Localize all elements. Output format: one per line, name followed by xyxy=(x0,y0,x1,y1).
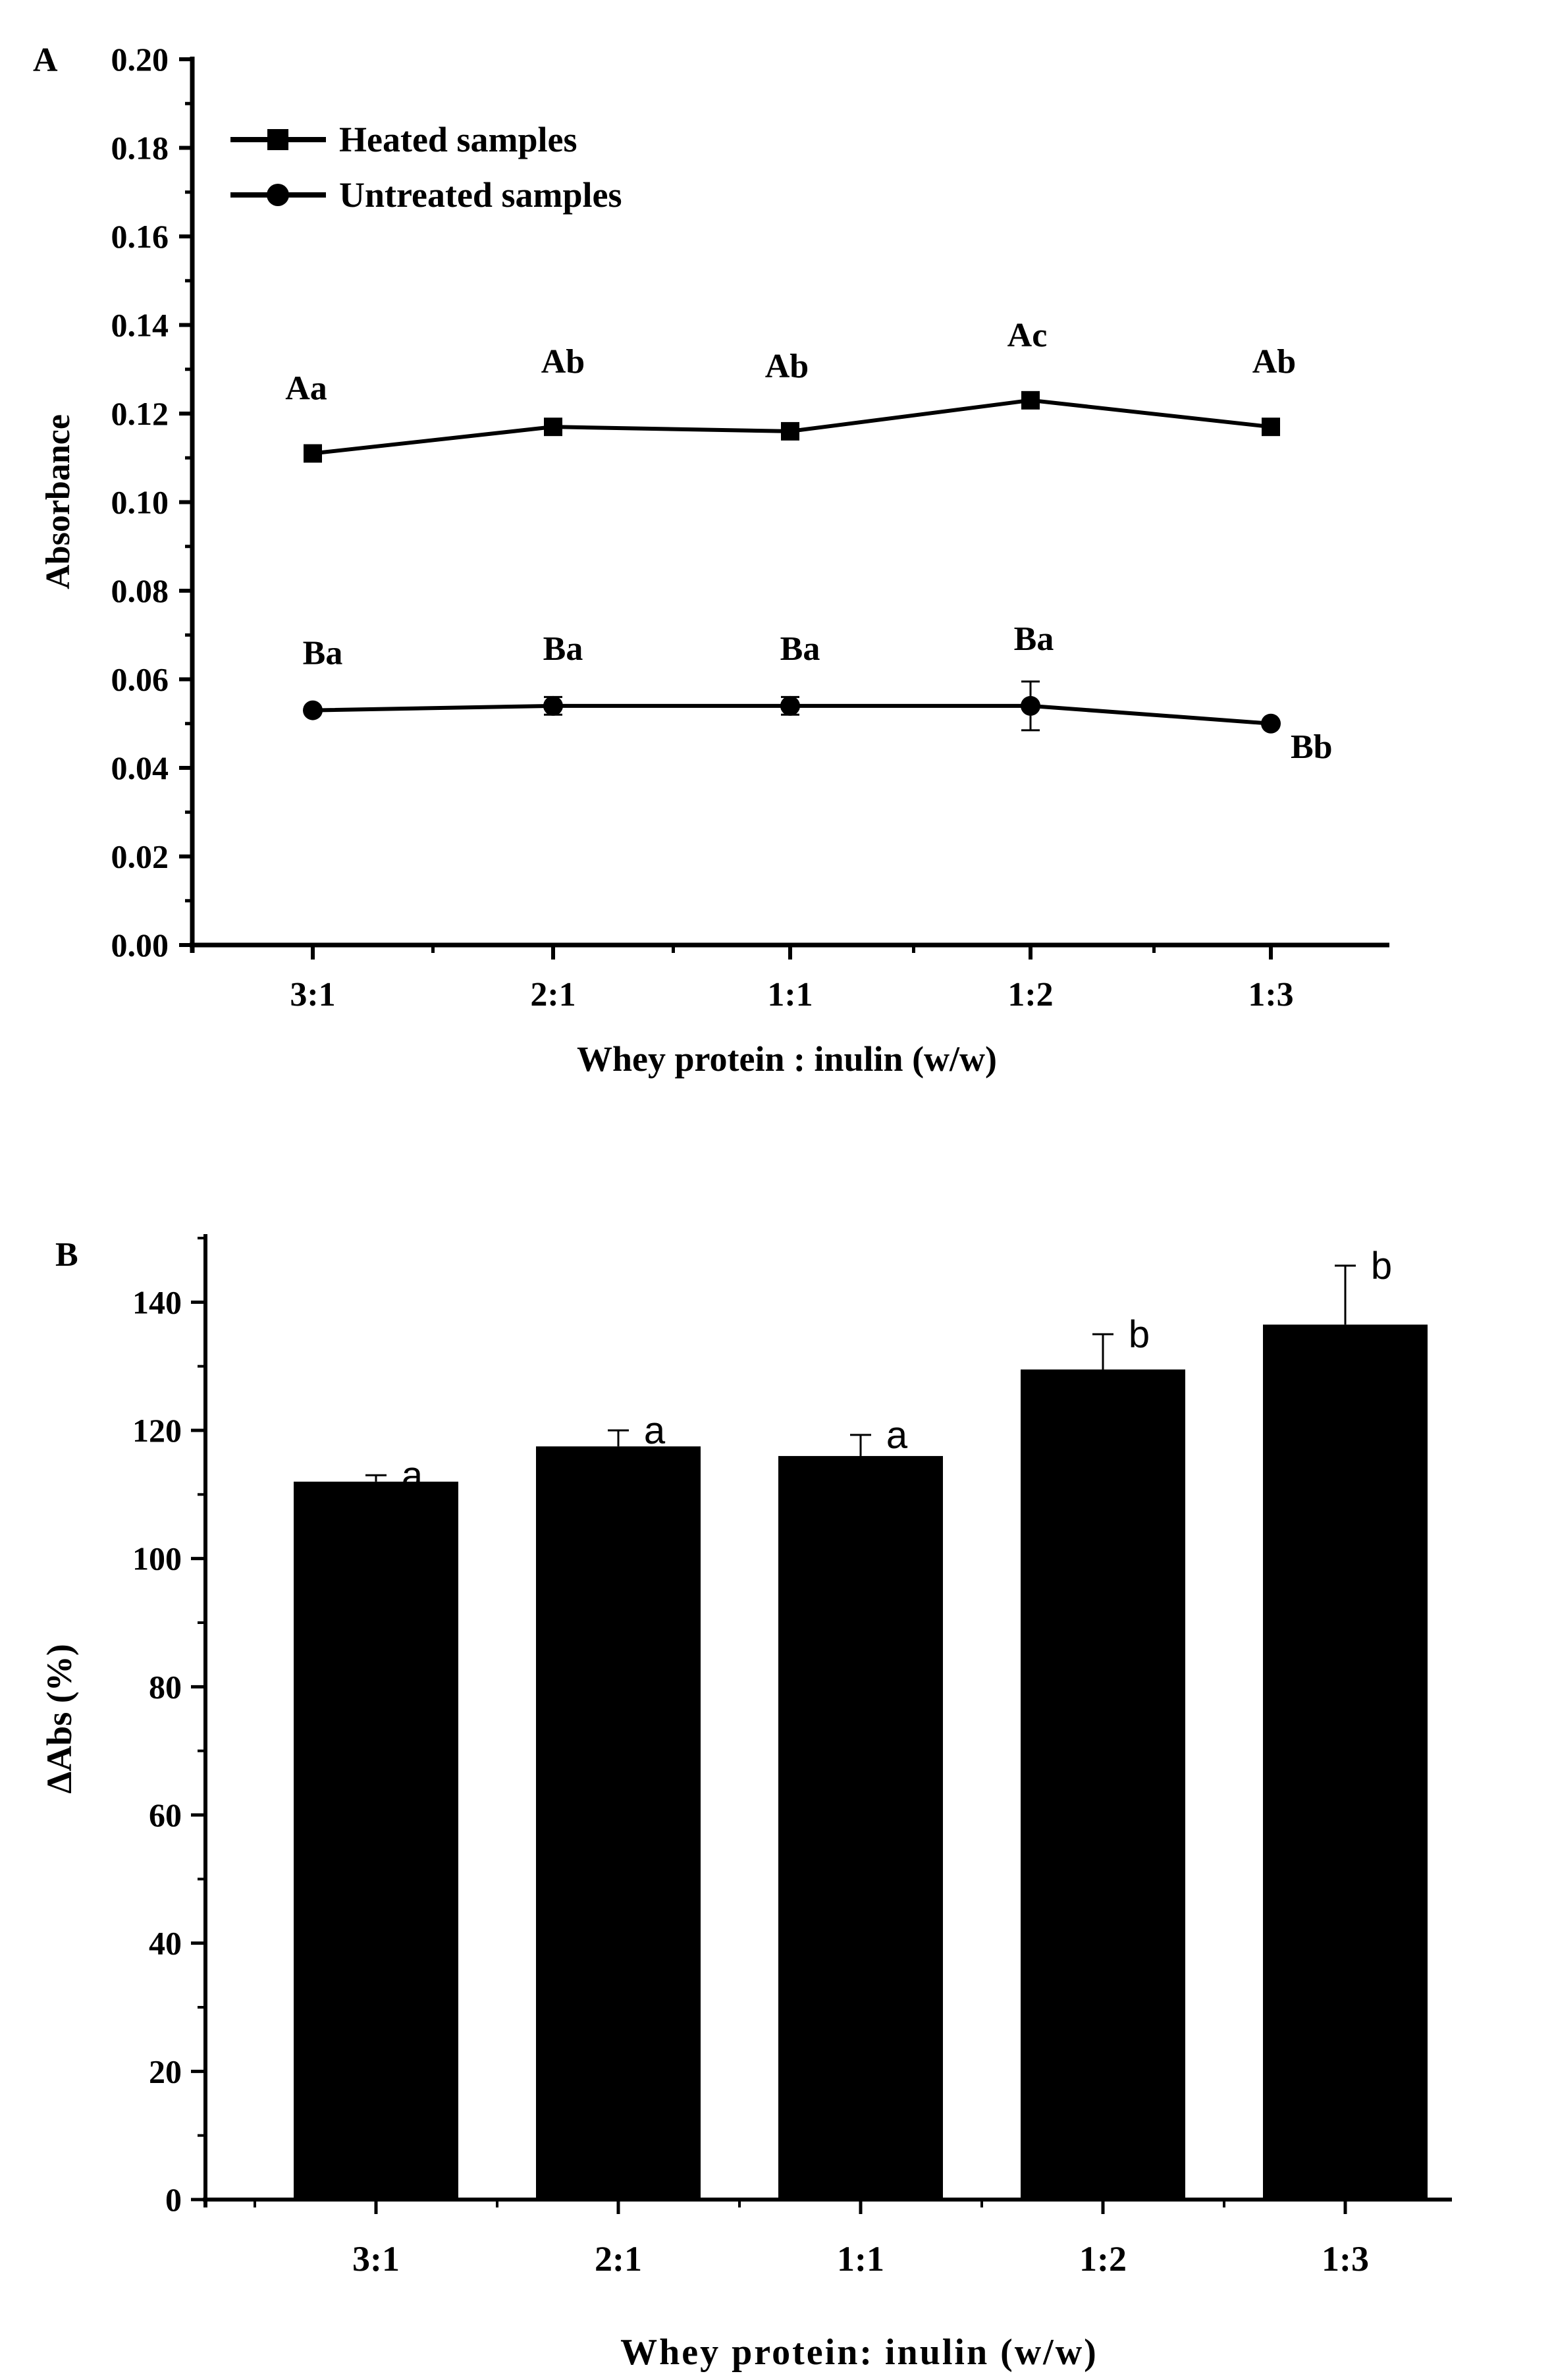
panel-a-untreated-point xyxy=(303,700,323,720)
panel-a-marks: Aa Ab Ab Ac Ab Ba Ba Ba Ba Bb xyxy=(285,317,1332,766)
panel-a-x-tick-label: 1:2 xyxy=(1007,976,1053,1014)
panel-a-untreated-significance-label: Ba xyxy=(780,630,820,668)
panel-b-x-tick-label: 2:1 xyxy=(595,2239,642,2279)
panel-a-untreated-point xyxy=(1261,713,1281,734)
panel-b-y-tick-label: 0 xyxy=(165,2181,182,2218)
panel-a-heated-significance-label: Ab xyxy=(1252,343,1296,381)
panel-a-axes: 0.00 0.02 0.04 0.06 0.08 0.10 0.12 0.14 0.16 0.18… xyxy=(111,41,1389,1014)
legend-untreated-label: Untreated samples xyxy=(339,175,622,215)
panel-a-legend: Heated samples Untreated samples xyxy=(230,120,622,215)
panel-a-y-tick-label: 0.06 xyxy=(111,661,169,698)
panel-a-y-tick-label: 0.00 xyxy=(111,927,169,963)
legend-heated-square-marker xyxy=(267,129,288,150)
panel-a-y-tick-label: 0.10 xyxy=(111,484,169,521)
panel-a-y-tick-label: 0.12 xyxy=(111,395,169,432)
panel-b-x-tick-label: 1:3 xyxy=(1322,2239,1369,2279)
panel-b-y-tick-label: 100 xyxy=(132,1540,182,1577)
panel-b-label: B xyxy=(55,1236,78,1274)
panel-a-x-tick-label: 3:1 xyxy=(290,976,335,1014)
panel-b-significance-label: a xyxy=(644,1409,666,1452)
legend-untreated-circle-marker xyxy=(267,184,289,206)
panel-b-significance-label: a xyxy=(402,1454,423,1497)
panel-b-y-tick-label: 140 xyxy=(132,1284,182,1320)
panel-b-marks: a a a b b xyxy=(294,1245,1428,2200)
panel-b-y-tick-label: 20 xyxy=(149,2053,182,2090)
panel-a-untreated-significance-label: Ba xyxy=(1014,620,1054,658)
panel-a-untreated-significance-label: Ba xyxy=(543,630,583,668)
panel-a-heated-point xyxy=(1262,418,1280,437)
panel-a-y-tick-label: 0.08 xyxy=(111,572,169,609)
panel-a-label: A xyxy=(33,41,58,79)
panel-a-ylabel: Absorbance xyxy=(40,414,77,589)
panel-a-y-tick-label: 0.02 xyxy=(111,838,169,875)
panel-a-y-tick-label: 0.20 xyxy=(111,41,169,78)
legend-heated-label: Heated samples xyxy=(339,120,577,159)
panel-b-x-tick-label: 1:2 xyxy=(1079,2239,1127,2279)
panel-b-significance-label: b xyxy=(1371,1245,1392,1287)
panel-b-x-tick-label: 1:1 xyxy=(837,2239,884,2279)
panel-b-y-tick-label: 60 xyxy=(149,1797,182,1833)
panel-b-significance-label: b xyxy=(1129,1313,1150,1356)
panel-b-y-tick-label: 40 xyxy=(149,1925,182,1962)
panel-b-x-tick-label: 3:1 xyxy=(352,2239,400,2279)
panel-a-heated-significance-label: Ab xyxy=(765,348,809,385)
panel-a-y-tick-label: 0.16 xyxy=(111,218,169,255)
panel-b-significance-label: a xyxy=(886,1414,908,1457)
panel-b-y-tick-label: 80 xyxy=(149,1668,182,1705)
panel-a-heated-point xyxy=(304,444,322,463)
panel-a-untreated-point xyxy=(543,695,563,716)
panel-a-y-tick-label: 0.04 xyxy=(111,749,169,786)
panel-b-bar xyxy=(1021,1369,1185,2200)
panel-a-heated-significance-label: Aa xyxy=(285,370,327,408)
panel-a-untreated-point xyxy=(1021,695,1040,716)
panel-a-line-chart: A Absorbance Whey protein : inulin (w/w)… xyxy=(33,41,1389,1079)
panel-a-heated-significance-label: Ac xyxy=(1007,317,1048,354)
panel-b-bar-chart: B ΔAbs (%) Whey protein: inulin (w/w) 0 2… xyxy=(40,1234,1452,2373)
panel-a-y-tick-label: 0.18 xyxy=(111,130,169,167)
panel-a-y-tick-label: 0.14 xyxy=(111,307,169,344)
panel-a-heated-significance-label: Ab xyxy=(541,343,585,381)
panel-b-bar xyxy=(778,1455,943,2200)
panel-b-bar xyxy=(1263,1324,1428,2200)
panel-a-x-tick-label: 2:1 xyxy=(530,976,576,1014)
panel-a-heated-point xyxy=(781,421,799,441)
panel-a-untreated-significance-label: Ba xyxy=(303,635,343,672)
panel-b-bar xyxy=(294,1481,458,2200)
panel-a-x-tick-label: 1:3 xyxy=(1248,976,1293,1014)
panel-a-xlabel: Whey protein : inulin (w/w) xyxy=(577,1039,997,1079)
panel-b-xlabel: Whey protein: inulin (w/w) xyxy=(620,2332,1098,2373)
panel-a-x-tick-label: 1:1 xyxy=(767,976,813,1014)
panel-a-untreated-point xyxy=(780,695,800,716)
panel-b-ylabel: ΔAbs (%) xyxy=(40,1644,79,1793)
panel-a-heated-point xyxy=(544,418,562,437)
panel-a-heated-point xyxy=(1021,391,1040,410)
panel-b-y-tick-label: 120 xyxy=(132,1412,182,1449)
panel-b-bar xyxy=(536,1446,701,2200)
panel-a-untreated-significance-label: Bb xyxy=(1291,728,1333,766)
